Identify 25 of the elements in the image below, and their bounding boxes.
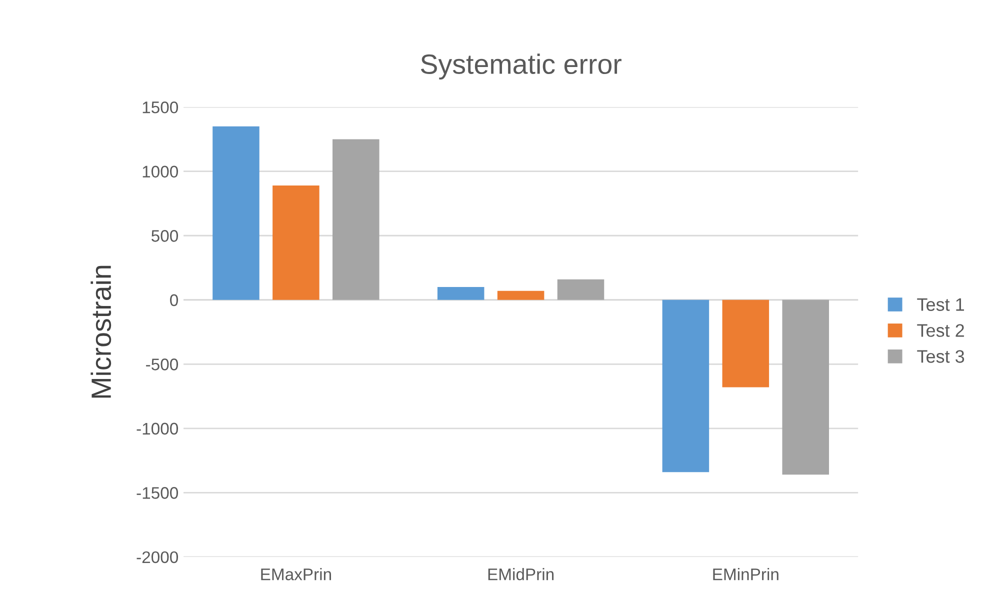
bar [332,139,380,300]
x-tick-label: EMaxPrin [261,568,331,580]
y-tick-label: 1500 [142,102,178,114]
y-tick-label: -2000 [136,551,178,564]
bar [272,185,320,300]
legend-label: Test 1 [917,298,964,311]
legend-label: Test 3 [917,350,964,363]
x-tick-label: EMinPrin [713,568,778,580]
legend-label: Test 2 [917,324,964,337]
bar [782,300,829,475]
chart-title: Systematic error [420,54,622,80]
y-tick-label: 0 [170,294,178,306]
bar [497,290,544,300]
y-tick-label: -1000 [136,422,178,435]
bar [212,126,260,300]
y-tick-label: -1500 [136,487,178,499]
y-tick-label: 1000 [142,166,178,178]
y-axis-title: Microstrain [90,266,112,398]
x-tick-label: EMidPrin [488,568,554,580]
y-tick-label: -500 [146,358,178,370]
bar [662,300,710,472]
bar [722,300,770,388]
bar [557,279,604,300]
bar [437,287,484,300]
y-tick-label: 500 [152,230,178,242]
